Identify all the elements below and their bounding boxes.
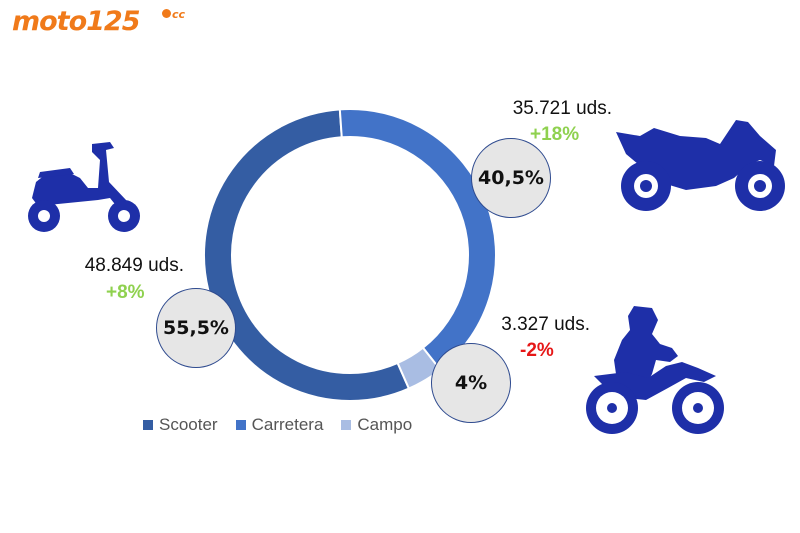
moto125-logo: moto125 cc <box>12 6 192 42</box>
carretera-units: 35.721 uds. <box>512 98 612 119</box>
slice-scooter <box>203 108 411 402</box>
scooter-change: +8% <box>106 282 145 303</box>
legend-label-campo: Campo <box>357 415 413 434</box>
scooter-percent-label: 55,5% <box>156 288 236 368</box>
carretera-change: +18% <box>530 124 580 145</box>
chart-legend: Scooter Carretera Campo <box>143 414 412 436</box>
legend-swatch-carretera <box>235 420 246 430</box>
scooter-units: 48.849 uds. <box>84 255 184 276</box>
donut-chart <box>203 108 497 402</box>
campo-units: 3.327 uds. <box>501 314 590 335</box>
scooter-icon <box>28 142 140 232</box>
carretera-percent-label: 40,5% <box>471 138 551 218</box>
campo-percent-label: 4% <box>431 343 511 423</box>
legend-item-campo: Campo <box>341 415 412 435</box>
legend-label-carretera: Carretera <box>251 415 324 434</box>
legend-swatch-scooter <box>143 420 153 430</box>
legend-item-carretera: Carretera <box>235 415 324 435</box>
legend-item-scooter: Scooter <box>143 415 218 435</box>
logo-text: moto125 <box>12 6 140 37</box>
legend-swatch-campo <box>341 420 352 430</box>
sport-bike-icon <box>616 120 785 211</box>
dirt-bike-rider-icon <box>586 306 724 434</box>
logo-suffix: cc <box>172 8 186 21</box>
legend-label-scooter: Scooter <box>159 415 218 434</box>
logo-dot <box>162 9 171 18</box>
campo-change: -2% <box>520 340 554 361</box>
slice-campo <box>396 346 442 390</box>
